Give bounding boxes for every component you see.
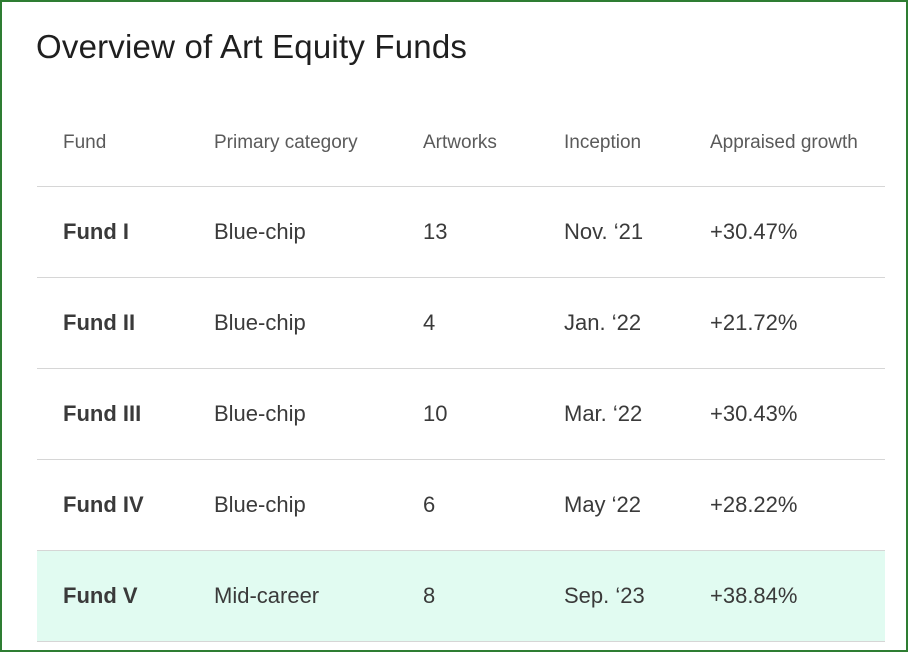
primary-category: Blue-chip (214, 277, 423, 369)
primary-category: Blue-chip (214, 368, 423, 460)
column-header-inception[interactable]: Inception (564, 99, 710, 187)
column-header-primary-category[interactable]: Primary category (214, 99, 423, 187)
appraised-growth: +30.43% (710, 368, 885, 460)
column-header-appraised-growth[interactable]: Appraised growth (710, 99, 885, 187)
appraised-growth: +28.22% (710, 459, 885, 551)
inception-date: Mar. ‘22 (564, 368, 710, 460)
artworks-count: 13 (423, 186, 564, 278)
primary-category: Blue-chip (214, 459, 423, 551)
inception-date: May ‘22 (564, 459, 710, 551)
table-row[interactable]: Fund II Blue-chip 4 Jan. ‘22 +21.72% (37, 277, 885, 369)
page-title: Overview of Art Equity Funds (36, 28, 468, 65)
column-header-artworks[interactable]: Artworks (423, 99, 564, 187)
artworks-count: 6 (423, 459, 564, 551)
table-row-highlighted[interactable]: Fund V Mid-career 8 Sep. ‘23 +38.84% (37, 550, 885, 642)
fund-name: Fund I (37, 186, 214, 278)
artworks-count: 10 (423, 368, 564, 460)
inception-date: Jan. ‘22 (564, 277, 710, 369)
primary-category: Mid-career (214, 550, 423, 642)
appraised-growth: +21.72% (710, 277, 885, 369)
table-header-row: Fund Primary category Artworks Inception… (37, 99, 885, 187)
table-row[interactable]: Fund IV Blue-chip 6 May ‘22 +28.22% (37, 459, 885, 551)
column-header-fund[interactable]: Fund (37, 99, 214, 187)
fund-name: Fund V (37, 550, 214, 642)
fund-name: Fund IV (37, 459, 214, 551)
funds-table: Fund Primary category Artworks Inception… (37, 99, 885, 642)
artworks-count: 8 (423, 550, 564, 642)
fund-name: Fund II (37, 277, 214, 369)
primary-category: Blue-chip (214, 186, 423, 278)
table-row[interactable]: Fund III Blue-chip 10 Mar. ‘22 +30.43% (37, 368, 885, 460)
artworks-count: 4 (423, 277, 564, 369)
inception-date: Sep. ‘23 (564, 550, 710, 642)
inception-date: Nov. ‘21 (564, 186, 710, 278)
fund-name: Fund III (37, 368, 214, 460)
appraised-growth: +38.84% (710, 550, 885, 642)
appraised-growth: +30.47% (710, 186, 885, 278)
table-row[interactable]: Fund I Blue-chip 13 Nov. ‘21 +30.47% (37, 186, 885, 278)
